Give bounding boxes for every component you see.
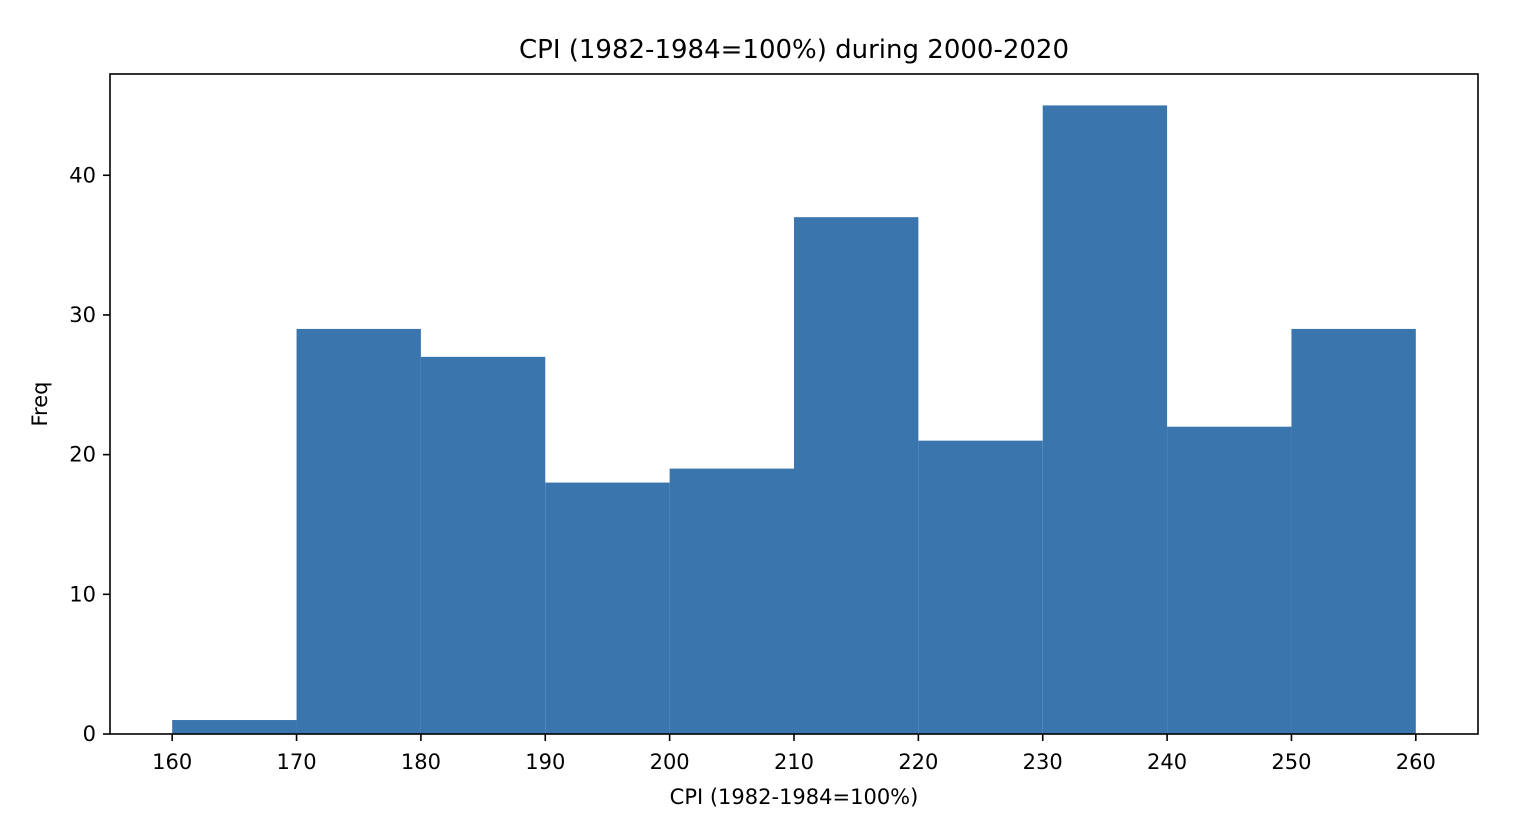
x-tick-label: 160 (152, 750, 192, 774)
x-tick-label: 170 (276, 750, 316, 774)
histogram-bar (172, 720, 297, 734)
histogram-bar (918, 440, 1043, 734)
x-tick-label: 220 (898, 750, 938, 774)
y-tick-label: 0 (83, 722, 96, 746)
histogram-bar (1167, 426, 1292, 734)
x-tick-label: 230 (1023, 750, 1063, 774)
histogram-bar (669, 468, 794, 734)
bars-group (172, 105, 1416, 734)
x-axis-label: CPI (1982-1984=100%) (670, 785, 919, 809)
y-tick-label: 40 (69, 163, 96, 187)
x-tick-label: 260 (1396, 750, 1436, 774)
x-tick-label: 210 (774, 750, 814, 774)
histogram-bar (420, 356, 546, 734)
x-tick-label: 200 (650, 750, 690, 774)
y-tick-label: 30 (69, 303, 96, 327)
x-axis-ticks: 160 170 180 190 200 210 220 230 240 250 260 (152, 734, 1436, 774)
y-tick-label: 20 (69, 443, 96, 467)
x-tick-label: 190 (525, 750, 565, 774)
y-tick-label: 10 (69, 582, 96, 606)
histogram-bar (545, 482, 670, 734)
x-tick-label: 250 (1271, 750, 1311, 774)
histogram-bar (794, 217, 919, 734)
x-tick-label: 180 (401, 750, 441, 774)
x-tick-label: 240 (1147, 750, 1187, 774)
y-axis-ticks: 0 10 20 30 40 (69, 163, 110, 746)
y-axis-label: Freq (28, 382, 52, 427)
histogram-bar (1291, 328, 1416, 734)
histogram-bar (1042, 105, 1168, 734)
histogram-bar (296, 328, 421, 734)
chart-title: CPI (1982-1984=100%) during 2000-2020 (519, 35, 1069, 65)
